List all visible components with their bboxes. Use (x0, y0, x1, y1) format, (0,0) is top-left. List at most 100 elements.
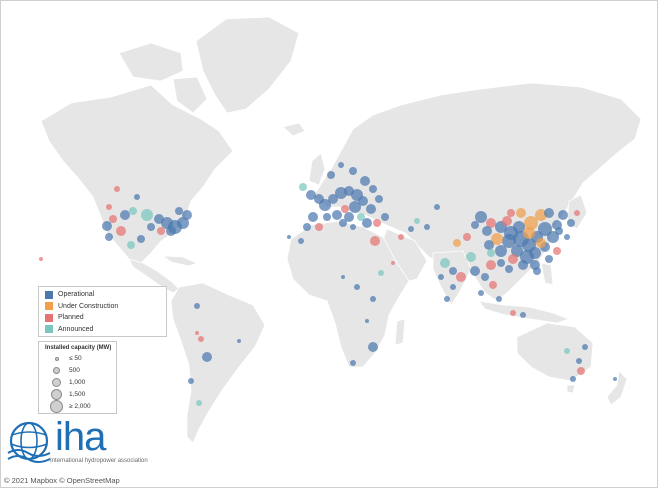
project-marker[interactable] (513, 221, 525, 233)
project-marker[interactable] (449, 267, 457, 275)
project-marker[interactable] (482, 226, 492, 236)
project-marker[interactable] (523, 227, 535, 239)
project-marker[interactable] (547, 231, 559, 243)
project-marker[interactable] (137, 235, 145, 243)
project-marker[interactable] (335, 187, 347, 199)
project-marker[interactable] (505, 265, 513, 273)
project-marker[interactable] (507, 209, 515, 217)
project-marker[interactable] (582, 344, 588, 350)
project-marker[interactable] (495, 245, 507, 257)
legend-item-under-construction[interactable]: Under Construction (45, 301, 166, 313)
project-marker[interactable] (299, 183, 307, 191)
project-marker[interactable] (484, 240, 494, 250)
project-marker[interactable] (496, 296, 502, 302)
project-marker[interactable] (470, 266, 480, 276)
legend-item-operational[interactable]: Operational (45, 289, 166, 301)
project-marker[interactable] (323, 213, 331, 221)
project-marker[interactable] (535, 209, 547, 221)
project-marker[interactable] (520, 312, 526, 318)
project-marker[interactable] (545, 255, 553, 263)
project-marker[interactable] (502, 216, 512, 226)
project-marker[interactable] (553, 247, 561, 255)
project-marker[interactable] (287, 235, 291, 239)
project-marker[interactable] (141, 209, 153, 221)
project-marker[interactable] (308, 212, 318, 222)
project-marker[interactable] (129, 207, 137, 215)
project-marker[interactable] (555, 227, 563, 235)
project-marker[interactable] (577, 367, 585, 375)
project-marker[interactable] (114, 186, 120, 192)
project-marker[interactable] (298, 238, 304, 244)
project-marker[interactable] (332, 210, 342, 220)
project-marker[interactable] (202, 352, 212, 362)
project-marker[interactable] (182, 210, 192, 220)
project-marker[interactable] (344, 212, 354, 222)
project-marker[interactable] (564, 234, 570, 240)
project-marker[interactable] (369, 185, 377, 193)
project-marker[interactable] (102, 221, 112, 231)
project-marker[interactable] (529, 247, 541, 259)
project-marker[interactable] (434, 204, 440, 210)
project-marker[interactable] (328, 194, 338, 204)
project-marker[interactable] (486, 218, 496, 228)
project-marker[interactable] (518, 260, 528, 270)
project-marker[interactable] (440, 258, 450, 268)
project-marker[interactable] (198, 336, 204, 342)
project-marker[interactable] (414, 218, 420, 224)
legend-item-planned[interactable]: Planned (45, 312, 166, 324)
project-marker[interactable] (303, 223, 311, 231)
project-marker[interactable] (510, 310, 516, 316)
project-marker[interactable] (157, 227, 165, 235)
project-marker[interactable] (362, 218, 372, 228)
project-marker[interactable] (438, 274, 444, 280)
project-marker[interactable] (341, 205, 349, 213)
project-marker[interactable] (536, 238, 546, 248)
project-marker[interactable] (360, 176, 370, 186)
project-marker[interactable] (533, 267, 541, 275)
project-marker[interactable] (177, 217, 189, 229)
project-marker[interactable] (478, 290, 484, 296)
project-marker[interactable] (487, 249, 495, 257)
project-marker[interactable] (105, 233, 113, 241)
legend-item-announced[interactable]: Announced (45, 324, 166, 336)
project-marker[interactable] (613, 377, 617, 381)
project-marker[interactable] (567, 219, 575, 227)
project-marker[interactable] (166, 226, 176, 236)
project-marker[interactable] (450, 284, 456, 290)
project-marker[interactable] (391, 261, 395, 265)
project-marker[interactable] (195, 331, 199, 335)
project-marker[interactable] (497, 259, 505, 267)
project-marker[interactable] (538, 222, 552, 236)
project-marker[interactable] (486, 260, 496, 270)
project-marker[interactable] (338, 162, 344, 168)
project-marker[interactable] (127, 241, 135, 249)
project-marker[interactable] (491, 233, 503, 245)
project-marker[interactable] (524, 216, 538, 230)
project-marker[interactable] (109, 215, 117, 223)
project-marker[interactable] (306, 190, 316, 200)
project-marker[interactable] (237, 339, 241, 343)
project-marker[interactable] (408, 226, 414, 232)
project-marker[interactable] (196, 400, 202, 406)
project-marker[interactable] (194, 303, 200, 309)
project-marker[interactable] (570, 376, 576, 382)
project-marker[interactable] (39, 257, 43, 261)
project-marker[interactable] (175, 207, 183, 215)
project-marker[interactable] (315, 223, 323, 231)
project-marker[interactable] (424, 224, 430, 230)
project-marker[interactable] (373, 219, 381, 227)
project-marker[interactable] (349, 167, 357, 175)
project-marker[interactable] (456, 272, 466, 282)
project-marker[interactable] (502, 234, 516, 248)
project-marker[interactable] (120, 210, 130, 220)
project-marker[interactable] (475, 211, 487, 223)
project-marker[interactable] (339, 219, 347, 227)
project-marker[interactable] (370, 236, 380, 246)
project-marker[interactable] (106, 204, 112, 210)
project-marker[interactable] (564, 348, 570, 354)
project-marker[interactable] (341, 275, 345, 279)
project-marker[interactable] (574, 210, 580, 216)
project-marker[interactable] (375, 195, 383, 203)
project-marker[interactable] (366, 204, 376, 214)
